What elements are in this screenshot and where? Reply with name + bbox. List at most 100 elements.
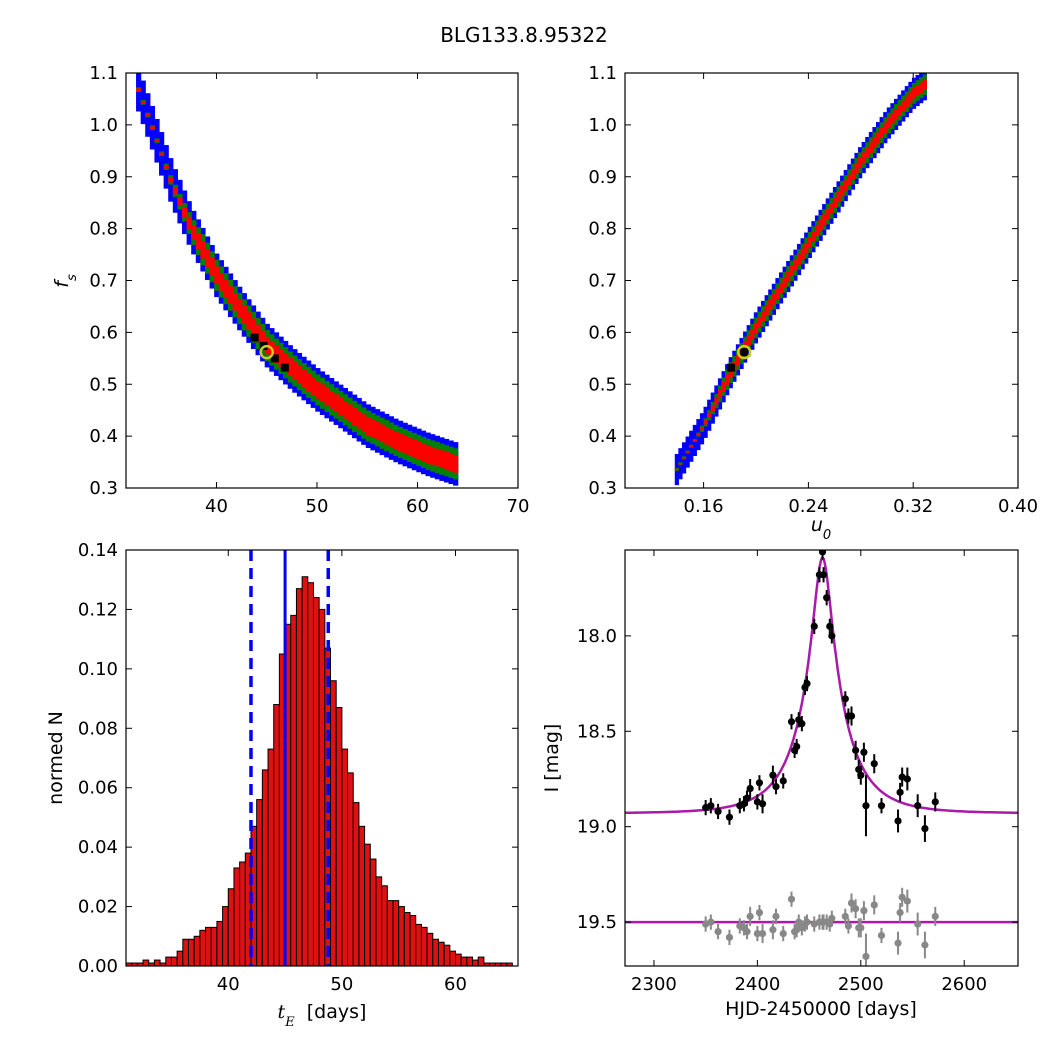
histogram-bar bbox=[426, 932, 434, 966]
panel-fs-vs-tE-ylabel: fs bbox=[51, 274, 80, 288]
region-1sigma-cell bbox=[145, 113, 151, 117]
region-1sigma-cell bbox=[384, 426, 390, 445]
region-1sigma-cell bbox=[725, 374, 730, 385]
region-1sigma-cell bbox=[315, 381, 321, 399]
residual-point bbox=[921, 941, 929, 949]
histogram-bar bbox=[364, 843, 371, 966]
region-1sigma-cell bbox=[278, 349, 284, 368]
region-1sigma-cell bbox=[904, 96, 909, 107]
region-1sigma-cell bbox=[425, 445, 431, 464]
region-1sigma-cell bbox=[296, 365, 303, 384]
panel-fs-vs-u0-xlabel: u0 bbox=[811, 514, 831, 543]
residual-point bbox=[860, 907, 868, 915]
histogram-bar bbox=[256, 799, 263, 966]
photometry-point bbox=[914, 802, 922, 810]
region-1sigma-cell bbox=[796, 254, 802, 265]
region-1sigma-cell bbox=[186, 216, 192, 230]
y-tick-label: 1.1 bbox=[588, 63, 617, 84]
region-1sigma-cell bbox=[707, 412, 712, 418]
photometry-point bbox=[725, 813, 734, 821]
photometry-point bbox=[826, 622, 834, 630]
histogram-bar bbox=[239, 861, 246, 966]
x-tick-label: 2400 bbox=[734, 974, 780, 995]
region-1sigma-cell bbox=[685, 451, 690, 453]
region-1sigma-cell bbox=[832, 197, 838, 208]
histogram-bar bbox=[295, 588, 303, 966]
histogram-bar bbox=[415, 923, 422, 966]
region-1sigma-cell bbox=[352, 407, 358, 426]
residual-point bbox=[844, 922, 852, 930]
best-fit-marker bbox=[736, 344, 752, 360]
histogram-bar bbox=[369, 858, 377, 966]
y-tick-label: 0.5 bbox=[588, 374, 617, 395]
region-1sigma-cell bbox=[811, 231, 816, 242]
photometry-point bbox=[828, 632, 836, 640]
photometry-point bbox=[860, 748, 868, 756]
panel-tE-histogram-xlabel: tE [days] bbox=[278, 1001, 367, 1030]
x-tick-label: 2500 bbox=[838, 974, 884, 995]
residual-point bbox=[841, 912, 849, 920]
region-1sigma-cell bbox=[728, 367, 733, 378]
region-1sigma-cell bbox=[678, 462, 683, 465]
histogram-bar bbox=[358, 825, 366, 966]
y-tick-label: 1.0 bbox=[89, 115, 118, 136]
panel-fs-vs-tE: 40 50 60 70 0.3 0.4 0.5 0.6 0.7 0.8 0.9 1.0 1.1 fs bbox=[51, 63, 529, 517]
region-1sigma-cell bbox=[292, 362, 298, 380]
region-1sigma-cell bbox=[761, 311, 766, 322]
region-1sigma-cell bbox=[411, 439, 417, 458]
histogram-bar bbox=[437, 941, 445, 966]
histogram-bar bbox=[312, 597, 320, 966]
region-1sigma-cell bbox=[915, 85, 920, 96]
y-tick-label: 18.0 bbox=[577, 626, 617, 647]
y-tick-label: 0.08 bbox=[78, 718, 118, 739]
x-tick-label: 2300 bbox=[631, 974, 677, 995]
region-1sigma-cell bbox=[453, 455, 459, 473]
histogram-bar bbox=[381, 885, 388, 966]
region-1sigma-cell bbox=[897, 105, 902, 116]
region-1sigma-cell bbox=[393, 431, 399, 450]
histogram-bar bbox=[165, 956, 172, 966]
histogram-bar bbox=[352, 802, 360, 966]
histogram-bar bbox=[170, 956, 178, 966]
region-1sigma-cell bbox=[786, 271, 791, 282]
photometry-point bbox=[743, 794, 751, 802]
y-tick-label: 0.3 bbox=[89, 478, 118, 499]
region-1sigma-cell bbox=[374, 422, 381, 440]
histogram-bar bbox=[460, 956, 468, 966]
residual-point bbox=[898, 893, 906, 901]
region-1sigma-cell bbox=[886, 117, 891, 129]
y-tick-label: 0.06 bbox=[78, 778, 118, 799]
photometry-point bbox=[857, 771, 865, 779]
histogram-bar bbox=[375, 876, 383, 966]
region-1sigma-cell bbox=[338, 397, 344, 416]
x-tick-label: 2600 bbox=[941, 974, 987, 995]
photometry-point bbox=[931, 798, 939, 806]
region-1sigma-cell bbox=[172, 187, 179, 195]
photometry-point bbox=[903, 775, 911, 783]
region-1sigma-cell bbox=[191, 225, 197, 240]
region-1sigma-cell bbox=[347, 404, 353, 422]
region-1sigma-cell bbox=[255, 324, 261, 343]
region-1sigma-cell bbox=[227, 286, 234, 305]
y-tick-label: 0.4 bbox=[89, 426, 118, 447]
y-tick-label: 0.12 bbox=[78, 599, 118, 620]
region-1sigma-cell bbox=[829, 203, 834, 214]
y-tick-label: 0.4 bbox=[588, 426, 617, 447]
y-tick-label: 18.5 bbox=[577, 721, 617, 742]
residual-point bbox=[743, 928, 751, 936]
residual-point bbox=[894, 939, 902, 947]
region-1sigma-cell bbox=[778, 282, 784, 294]
region-1sigma-cell bbox=[804, 242, 809, 254]
region-1sigma-cell bbox=[163, 165, 169, 169]
panel-light-curve-frame bbox=[624, 549, 1019, 967]
region-1sigma-cell bbox=[154, 139, 160, 143]
region-1sigma-cell bbox=[232, 293, 238, 311]
y-tick-label: 0.9 bbox=[588, 167, 617, 188]
region-1sigma-cell bbox=[402, 435, 408, 454]
photometry-point bbox=[896, 788, 904, 796]
residual-point bbox=[795, 918, 803, 926]
model-curve bbox=[625, 555, 1018, 815]
x-tick-label: 60 bbox=[444, 974, 467, 995]
histogram-bar bbox=[142, 959, 150, 966]
region-1sigma-cell bbox=[922, 79, 927, 90]
